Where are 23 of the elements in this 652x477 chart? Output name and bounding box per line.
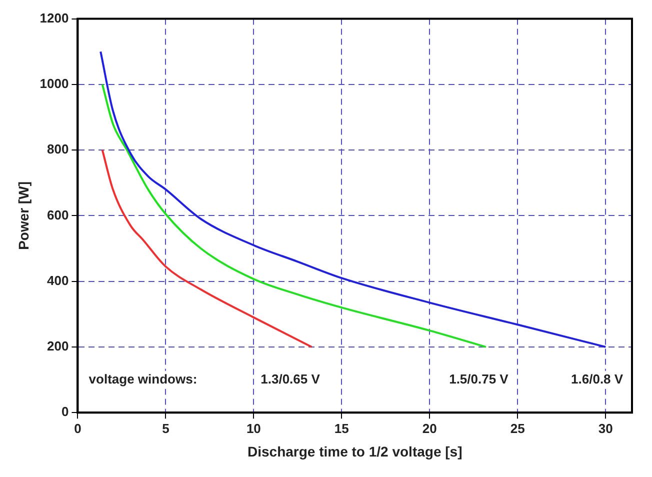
x-tick-label: 15 xyxy=(334,420,349,436)
y-tick-label: 1200 xyxy=(40,10,69,26)
annotation: 1.6/0.8 V xyxy=(571,371,624,386)
y-tick-label: 400 xyxy=(47,272,69,288)
y-tick-label: 800 xyxy=(47,142,69,157)
y-tick-label: 200 xyxy=(47,338,69,354)
annotation: voltage windows: xyxy=(88,371,198,386)
y-tick-label: 1000 xyxy=(40,76,69,92)
annotation: 1.5/0.75 V xyxy=(449,371,509,386)
x-tick-label: 20 xyxy=(422,420,437,436)
line-series xyxy=(101,83,487,348)
y-tick-label: 0 xyxy=(61,404,69,420)
x-axis-title: Discharge time to 1/2 voltage [s] xyxy=(247,443,462,460)
line-series xyxy=(100,50,607,348)
x-tick-label: 25 xyxy=(510,420,525,436)
x-tick-label: 30 xyxy=(598,420,613,436)
line-series xyxy=(101,149,313,348)
y-axis-title: Power [W] xyxy=(15,181,32,250)
x-tick-label: 0 xyxy=(74,420,82,436)
x-tick-label: 10 xyxy=(246,420,261,436)
annotation: 1.3/0.65 V xyxy=(260,371,320,386)
y-tick-label: 600 xyxy=(47,207,69,222)
x-tick-label: 5 xyxy=(162,420,170,436)
